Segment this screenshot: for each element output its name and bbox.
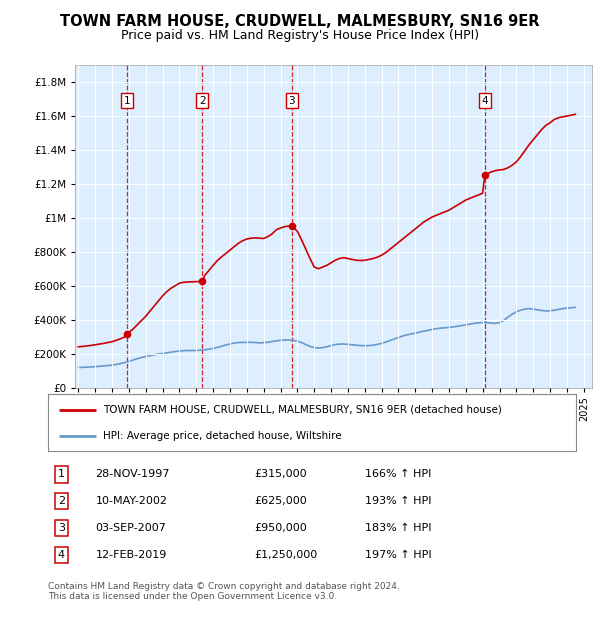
Text: 193% ↑ HPI: 193% ↑ HPI bbox=[365, 496, 431, 507]
Text: Contains HM Land Registry data © Crown copyright and database right 2024.
This d: Contains HM Land Registry data © Crown c… bbox=[48, 582, 400, 601]
Text: 4: 4 bbox=[58, 550, 65, 560]
Text: TOWN FARM HOUSE, CRUDWELL, MALMESBURY, SN16 9ER (detached house): TOWN FARM HOUSE, CRUDWELL, MALMESBURY, S… bbox=[103, 405, 502, 415]
Text: 197% ↑ HPI: 197% ↑ HPI bbox=[365, 550, 431, 560]
Text: HPI: Average price, detached house, Wiltshire: HPI: Average price, detached house, Wilt… bbox=[103, 431, 342, 441]
Text: £625,000: £625,000 bbox=[254, 496, 307, 507]
Text: 1: 1 bbox=[124, 95, 131, 106]
Text: 2: 2 bbox=[199, 95, 206, 106]
Text: 28-NOV-1997: 28-NOV-1997 bbox=[95, 469, 170, 479]
Text: £1,250,000: £1,250,000 bbox=[254, 550, 317, 560]
Text: 03-SEP-2007: 03-SEP-2007 bbox=[95, 523, 166, 533]
Text: 183% ↑ HPI: 183% ↑ HPI bbox=[365, 523, 431, 533]
Text: 12-FEB-2019: 12-FEB-2019 bbox=[95, 550, 167, 560]
Text: 3: 3 bbox=[58, 523, 65, 533]
Text: 2: 2 bbox=[58, 496, 65, 507]
Text: 1: 1 bbox=[58, 469, 65, 479]
Text: TOWN FARM HOUSE, CRUDWELL, MALMESBURY, SN16 9ER: TOWN FARM HOUSE, CRUDWELL, MALMESBURY, S… bbox=[60, 14, 540, 29]
Text: 4: 4 bbox=[481, 95, 488, 106]
Text: 10-MAY-2002: 10-MAY-2002 bbox=[95, 496, 167, 507]
Text: £315,000: £315,000 bbox=[254, 469, 307, 479]
Text: 166% ↑ HPI: 166% ↑ HPI bbox=[365, 469, 431, 479]
Text: Price paid vs. HM Land Registry's House Price Index (HPI): Price paid vs. HM Land Registry's House … bbox=[121, 30, 479, 42]
Text: 3: 3 bbox=[289, 95, 295, 106]
Text: £950,000: £950,000 bbox=[254, 523, 307, 533]
